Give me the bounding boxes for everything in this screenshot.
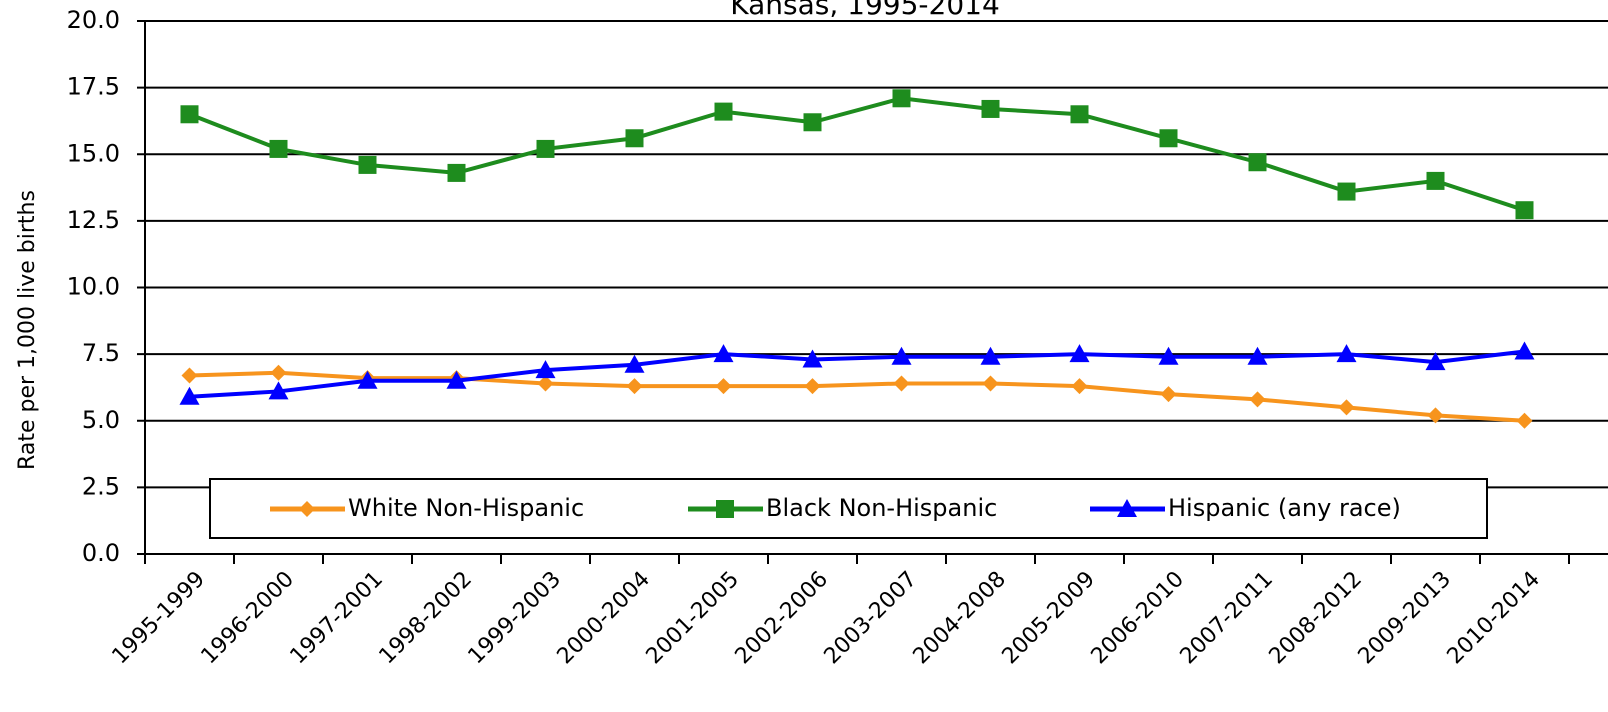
marker — [1426, 171, 1445, 190]
marker — [980, 346, 1001, 365]
marker — [982, 375, 999, 392]
x-tick-label: 2006-2010 — [1087, 567, 1189, 669]
marker — [1427, 407, 1444, 424]
y-tick-label: 12.5 — [67, 206, 120, 234]
marker — [804, 378, 821, 395]
marker — [535, 360, 556, 379]
marker — [625, 129, 644, 148]
marker — [1071, 378, 1088, 395]
marker — [268, 381, 289, 400]
series-line — [189, 349, 1525, 399]
x-tick-label: 2010-2014 — [1443, 567, 1545, 669]
legend-label: Black Non-Hispanic — [766, 494, 997, 522]
marker — [1425, 352, 1446, 371]
marker — [1336, 344, 1357, 363]
marker — [802, 349, 823, 368]
y-tick-label: 5.0 — [82, 406, 120, 434]
marker — [1159, 129, 1178, 148]
x-tick-label: 1999-2003 — [464, 567, 566, 669]
marker — [358, 155, 377, 174]
x-tick-label: 2003-2007 — [820, 567, 922, 669]
x-tick-label: 2009-2013 — [1354, 567, 1456, 669]
marker — [357, 370, 378, 389]
marker — [1516, 412, 1533, 429]
marker — [892, 89, 911, 108]
x-tick-label: 2007-2011 — [1176, 567, 1278, 669]
x-tick-label: 2008-2012 — [1265, 567, 1367, 669]
marker — [1515, 201, 1534, 220]
marker — [1247, 346, 1268, 365]
marker — [716, 500, 734, 518]
marker — [180, 105, 199, 124]
marker — [447, 163, 466, 182]
marker — [1069, 344, 1090, 363]
marker — [1338, 399, 1355, 416]
chart-title: Kansas, 1995-2014 — [730, 0, 1000, 21]
x-tick-label: 2002-2006 — [731, 567, 833, 669]
marker — [981, 99, 1000, 118]
y-axis-label: Rate per 1,000 live births — [15, 190, 40, 470]
y-tick-label: 7.5 — [82, 339, 120, 367]
marker — [446, 370, 467, 389]
marker — [1070, 105, 1089, 124]
marker — [893, 375, 910, 392]
legend-box — [209, 478, 1488, 539]
series-line — [188, 96, 1526, 213]
marker — [1160, 386, 1177, 403]
legend-label: White Non-Hispanic — [348, 494, 584, 522]
x-tick-label: 1998-2002 — [375, 567, 477, 669]
x-tick-label: 2004-2008 — [909, 567, 1011, 669]
marker — [181, 367, 198, 384]
marker — [713, 344, 734, 363]
legend-label: Hispanic (any race) — [1168, 494, 1401, 522]
marker — [1249, 391, 1266, 408]
marker — [891, 346, 912, 365]
marker — [1514, 341, 1535, 360]
x-tick-label: 2001-2005 — [642, 567, 744, 669]
marker — [626, 378, 643, 395]
x-tick-label: 1996-2000 — [197, 567, 299, 669]
y-tick-label: 10.0 — [67, 273, 120, 301]
marker — [1158, 346, 1179, 365]
marker — [537, 375, 554, 392]
marker — [299, 501, 315, 517]
y-tick-label: 15.0 — [67, 139, 120, 167]
marker — [624, 354, 645, 373]
marker — [270, 364, 287, 381]
y-tick-label: 20.0 — [67, 6, 120, 34]
marker — [269, 139, 288, 158]
y-tick-label: 17.5 — [67, 73, 120, 101]
series-line — [189, 370, 1525, 423]
marker — [714, 102, 733, 121]
x-tick-label: 2005-2009 — [998, 567, 1100, 669]
x-tick-label: 1997-2001 — [286, 567, 388, 669]
y-tick-label: 2.5 — [82, 472, 120, 500]
marker — [803, 113, 822, 132]
marker — [1117, 499, 1137, 517]
marker — [1248, 153, 1267, 172]
y-tick-label: 0.0 — [82, 539, 120, 567]
marker — [536, 139, 555, 158]
x-tick-label: 1995-1999 — [108, 567, 210, 669]
marker — [715, 378, 732, 395]
x-tick-label: 2000-2004 — [553, 567, 655, 669]
marker — [179, 386, 200, 405]
marker — [1337, 182, 1356, 201]
